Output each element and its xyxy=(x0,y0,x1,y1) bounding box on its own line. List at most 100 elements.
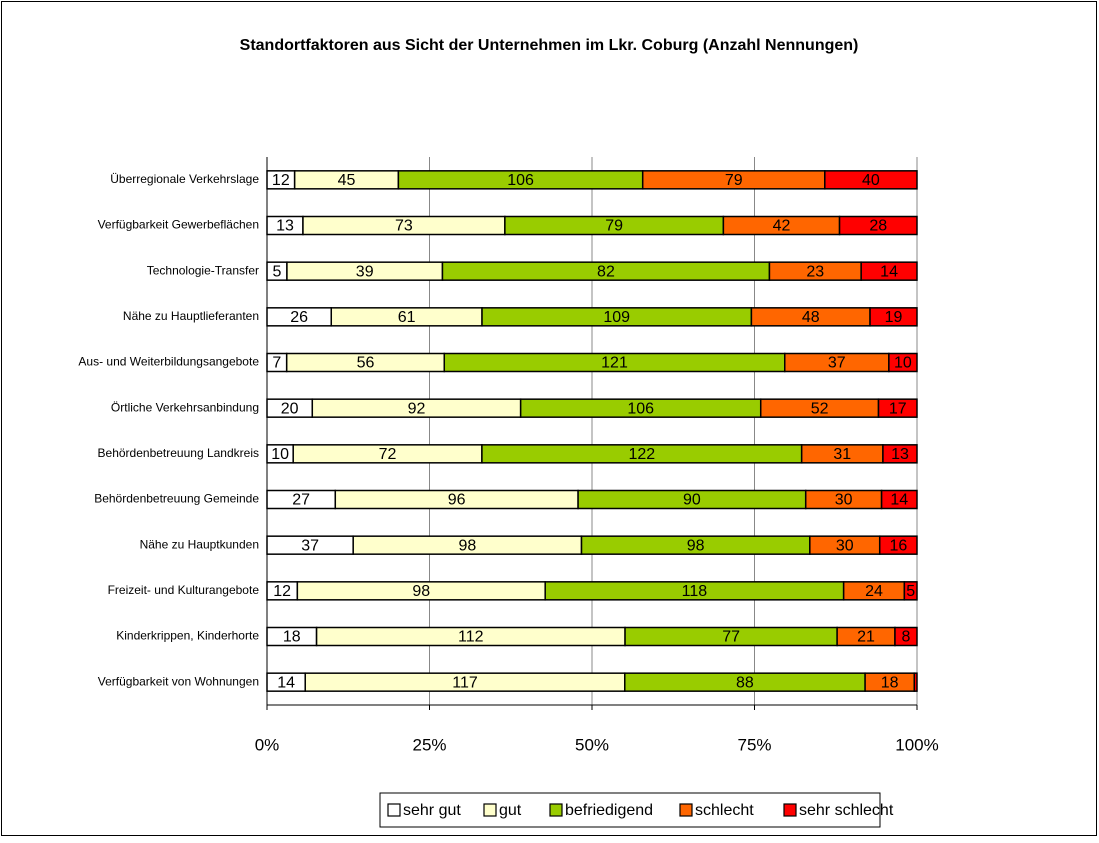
data-label: 12 xyxy=(272,172,290,189)
legend-label: befriedigend xyxy=(565,802,653,819)
data-label: 13 xyxy=(891,446,909,463)
data-label: 18 xyxy=(881,674,899,691)
x-tick-label: 75% xyxy=(737,735,771,754)
bar-segment xyxy=(877,398,918,418)
data-label: 82 xyxy=(597,263,615,280)
y-tick-label: Verfügbarkeit von Wohnungen xyxy=(98,674,259,688)
data-label: 109 xyxy=(603,309,630,326)
y-tick-label: Nähe zu Hauptkunden xyxy=(140,537,259,551)
y-tick-label: Verfügbarkeit Gewerbeflächen xyxy=(98,218,259,232)
data-label: 10 xyxy=(271,446,289,463)
data-label: 21 xyxy=(857,629,875,646)
legend-label: sehr gut xyxy=(403,802,461,819)
data-label: 48 xyxy=(802,309,820,326)
bar-segment xyxy=(894,626,918,647)
data-label: 98 xyxy=(458,537,476,554)
data-label: 79 xyxy=(725,172,743,189)
data-label: 90 xyxy=(683,492,701,509)
y-tick-label: Technologie-Transfer xyxy=(147,263,259,277)
data-label: 30 xyxy=(835,492,853,509)
data-label: 8 xyxy=(902,629,911,646)
bar-segment xyxy=(869,307,918,327)
data-label: 117 xyxy=(452,674,478,691)
data-label: 52 xyxy=(811,400,829,417)
data-label: 42 xyxy=(773,218,791,235)
data-label: 17 xyxy=(889,400,907,417)
data-label: 73 xyxy=(395,218,413,235)
data-label: 12 xyxy=(273,583,291,600)
y-tick-label: Freizeit- und Kulturangebote xyxy=(108,583,260,597)
data-label: 61 xyxy=(398,309,416,326)
data-label: 19 xyxy=(885,309,903,326)
data-label: 122 xyxy=(628,446,655,463)
bar-segment xyxy=(838,215,918,236)
data-label: 88 xyxy=(736,674,754,691)
data-label: 118 xyxy=(682,583,708,600)
y-tick-label: Überregionale Verkehrslage xyxy=(110,172,259,186)
data-label: 7 xyxy=(272,355,281,372)
data-label: 30 xyxy=(836,537,854,554)
data-label: 98 xyxy=(412,583,430,600)
data-label: 45 xyxy=(338,172,356,189)
data-label: 14 xyxy=(277,674,295,691)
data-label: 5 xyxy=(906,583,915,600)
bar-segment xyxy=(878,535,918,555)
y-tick-label: Behördenbetreuung Landkreis xyxy=(98,446,259,460)
x-tick-label: 50% xyxy=(575,735,609,754)
legend-box xyxy=(379,792,881,828)
data-label: 13 xyxy=(276,218,294,235)
data-label: 98 xyxy=(687,537,705,554)
legend-swatch xyxy=(387,803,401,817)
data-label: 112 xyxy=(458,629,484,646)
bar-segment xyxy=(903,581,918,601)
bar-segment xyxy=(880,489,918,510)
x-tick-label: 25% xyxy=(412,735,446,754)
data-label: 20 xyxy=(281,400,299,417)
bar-segment xyxy=(860,261,918,281)
data-label: 72 xyxy=(379,446,397,463)
data-label: 121 xyxy=(601,355,628,372)
data-label: 14 xyxy=(880,263,898,280)
data-label: 96 xyxy=(448,492,466,509)
legend-swatch xyxy=(483,803,497,817)
data-label: 14 xyxy=(890,492,908,509)
data-label: 40 xyxy=(862,172,880,189)
legend-label: sehr schlecht xyxy=(799,802,894,819)
data-label: 18 xyxy=(283,629,301,646)
data-label: 56 xyxy=(357,355,375,372)
legend-swatch xyxy=(679,803,693,817)
data-label: 39 xyxy=(356,263,374,280)
data-label: 106 xyxy=(507,172,534,189)
legend-label: gut xyxy=(499,802,522,819)
y-tick-label: Örtliche Verkehrsanbindung xyxy=(111,400,259,414)
bar-segment xyxy=(882,444,918,464)
data-label: 24 xyxy=(865,583,883,600)
y-tick-label: Kinderkrippen, Kinderhorte xyxy=(116,629,259,643)
legend-swatch xyxy=(549,803,563,817)
data-label: 31 xyxy=(833,446,851,463)
data-label: 77 xyxy=(722,629,740,646)
data-label: 79 xyxy=(605,218,623,235)
x-tick-label: 100% xyxy=(895,735,938,754)
data-label: 23 xyxy=(806,263,824,280)
bar-segment xyxy=(888,352,918,373)
data-label: 27 xyxy=(292,492,310,509)
bar-segment xyxy=(824,170,918,190)
y-tick-label: Aus- und Weiterbildungsangebote xyxy=(78,355,259,369)
x-tick-label: 0% xyxy=(255,735,280,754)
data-label: 10 xyxy=(894,355,912,372)
data-label: 37 xyxy=(301,537,319,554)
data-label: 16 xyxy=(889,537,907,554)
data-label: 106 xyxy=(627,400,654,417)
data-label: 26 xyxy=(290,309,308,326)
data-label: 5 xyxy=(273,263,282,280)
legend-swatch xyxy=(783,803,797,817)
y-tick-label: Nähe zu Hauptlieferanten xyxy=(123,309,259,323)
legend-label: schlecht xyxy=(695,802,754,819)
data-label: 28 xyxy=(869,218,887,235)
data-label: 92 xyxy=(408,400,426,417)
y-tick-label: Behördenbetreuung Gemeinde xyxy=(94,492,259,506)
bar-segment xyxy=(913,672,918,692)
